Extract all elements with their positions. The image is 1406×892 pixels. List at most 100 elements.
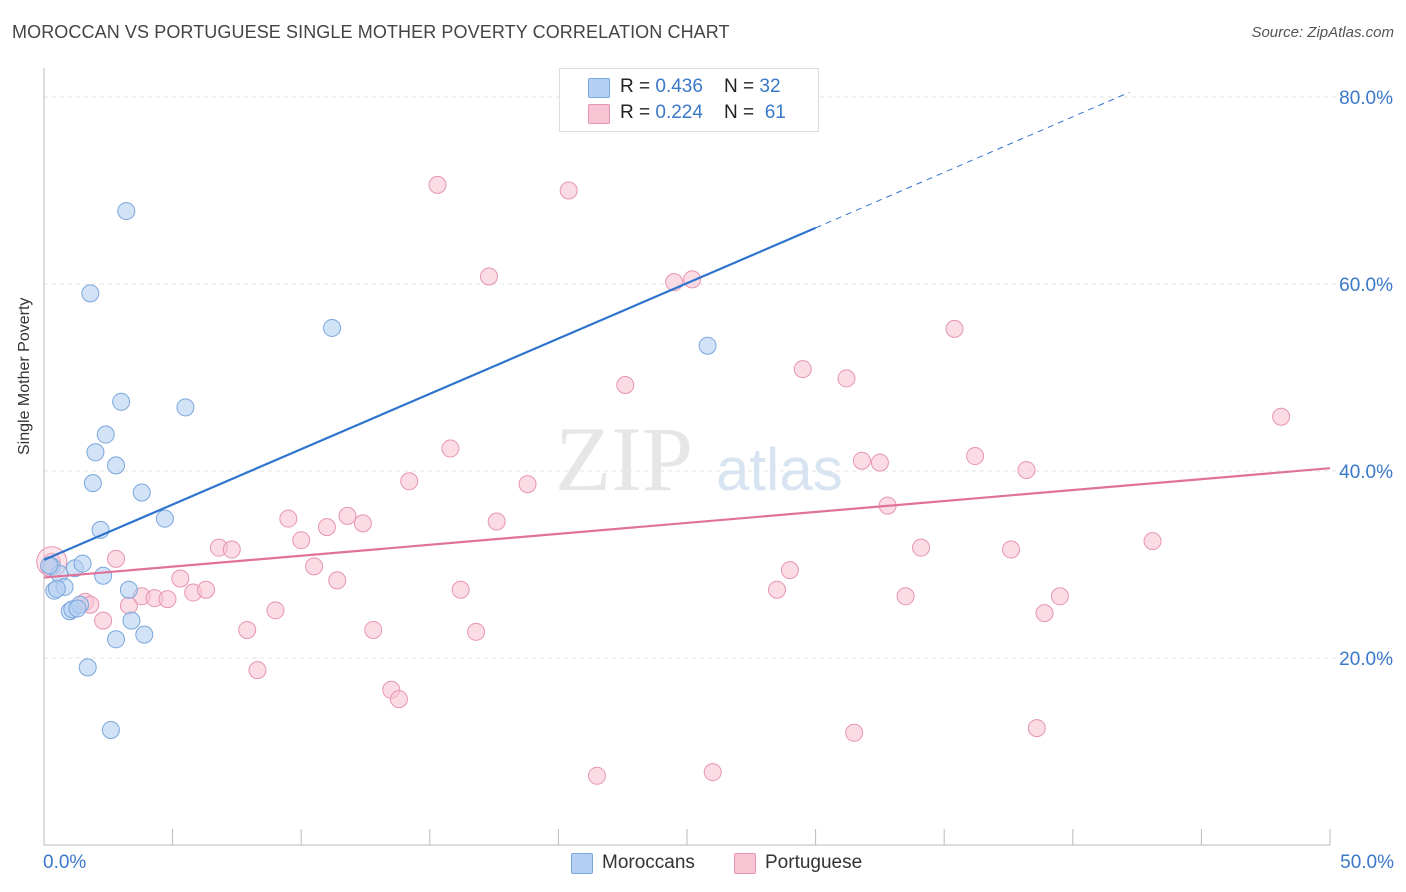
legend-label: Moroccans (602, 852, 695, 873)
moroccan-point (101, 720, 120, 739)
bottom-legend: Moroccans Portuguese (0, 851, 1406, 877)
legend-swatch-pink (734, 853, 756, 874)
legend: R = 0.436 N = 32 R = 0.224 N = 61 (559, 68, 819, 132)
portuguese-point (945, 319, 964, 338)
portuguese-point (338, 506, 357, 525)
legend-r-value: 0.224 (655, 102, 703, 123)
x-tick-label-min: 0.0% (43, 852, 87, 873)
portuguese-point (703, 763, 722, 782)
chart-title: MOROCCAN VS PORTUGUESE SINGLE MOTHER POV… (12, 22, 730, 42)
moroccan-trend-line (43, 226, 817, 561)
portuguese-point (107, 549, 126, 568)
legend-swatch-pink (588, 104, 610, 124)
moroccan-point (132, 483, 151, 502)
x-tick-label-max: 50.0% (1340, 852, 1394, 873)
watermark: ZIP atlas (555, 408, 843, 510)
portuguese-point (238, 620, 257, 639)
portuguese-point (912, 538, 931, 557)
moroccan-point (135, 625, 154, 644)
portuguese-point (518, 475, 537, 494)
portuguese-point (1143, 532, 1162, 551)
moroccan-point (40, 556, 59, 575)
portuguese-point (837, 369, 856, 388)
portuguese-point (364, 620, 383, 639)
portuguese-point (467, 622, 486, 641)
portuguese-point (292, 531, 311, 550)
portuguese-point (248, 661, 267, 680)
portuguese-point (1035, 604, 1054, 623)
portuguese-point (1017, 461, 1036, 480)
portuguese-point (768, 580, 787, 599)
watermark-atlas: atlas (716, 436, 843, 503)
moroccan-point (119, 580, 138, 599)
portuguese-point (171, 569, 190, 588)
portuguese-point (279, 509, 298, 528)
portuguese-point (451, 580, 470, 599)
portuguese-point (1272, 407, 1291, 426)
moroccan-point (122, 611, 141, 630)
y-tick-label: 60.0% (1339, 275, 1393, 296)
y-tick-label: 20.0% (1339, 649, 1393, 670)
legend-swatch-blue (588, 78, 610, 98)
portuguese-point (222, 540, 241, 559)
moroccan-point (112, 392, 131, 411)
moroccan-point (86, 443, 105, 462)
portuguese-point (479, 267, 498, 286)
portuguese-point (389, 690, 408, 709)
y-tick-label: 80.0% (1339, 88, 1393, 109)
legend-n-value: 32 (759, 76, 781, 97)
portuguese-point (1050, 587, 1069, 606)
portuguese-point (266, 601, 285, 620)
portuguese-point (616, 375, 635, 394)
portuguese-point (317, 518, 336, 537)
portuguese-point (780, 561, 799, 580)
axes (43, 68, 1331, 846)
moroccan-point (47, 579, 66, 598)
portuguese-point (1027, 719, 1046, 738)
portuguese-point (428, 175, 447, 194)
portuguese-point (587, 766, 606, 785)
portuguese-point (353, 514, 372, 533)
legend-n-label: N = (724, 76, 760, 97)
moroccan-point (155, 509, 174, 528)
portuguese-point (1002, 540, 1021, 559)
source-label: Source: ZipAtlas.com (1251, 24, 1394, 41)
moroccan-point (107, 630, 126, 649)
legend-swatch-blue (571, 853, 593, 874)
moroccan-points (40, 202, 717, 739)
portuguese-point (845, 723, 864, 742)
moroccan-point (698, 336, 717, 355)
portuguese-point (158, 590, 177, 609)
portuguese-point (896, 587, 915, 606)
portuguese-point (559, 181, 578, 200)
moroccan-point (107, 456, 126, 475)
moroccan-point (176, 398, 195, 417)
portuguese-trend-line (43, 467, 1331, 579)
portuguese-point (305, 557, 324, 576)
moroccan-point (78, 658, 97, 677)
portuguese-point (487, 512, 506, 531)
moroccan-point (94, 566, 113, 585)
moroccan-point (96, 425, 115, 444)
moroccan-point (83, 474, 102, 493)
moroccan-point (81, 284, 100, 303)
gridlines (44, 96, 1392, 659)
moroccan-point (73, 554, 92, 573)
portuguese-point (400, 472, 419, 491)
portuguese-point (966, 447, 985, 466)
legend-label: Portuguese (765, 852, 863, 873)
moroccan-point (68, 599, 87, 618)
portuguese-point (793, 360, 812, 379)
legend-r-label: R = (620, 76, 656, 97)
portuguese-point (852, 451, 871, 470)
moroccan-trend-extension (815, 91, 1130, 229)
legend-r-label: R = (620, 102, 656, 123)
portuguese-point (870, 453, 889, 472)
legend-r-value: 0.436 (655, 76, 703, 97)
y-tick-label: 40.0% (1339, 462, 1393, 483)
y-axis-label: Single Mother Poverty (16, 297, 33, 455)
portuguese-point (197, 580, 216, 599)
portuguese-point (328, 571, 347, 590)
trend-lines (43, 91, 1331, 579)
